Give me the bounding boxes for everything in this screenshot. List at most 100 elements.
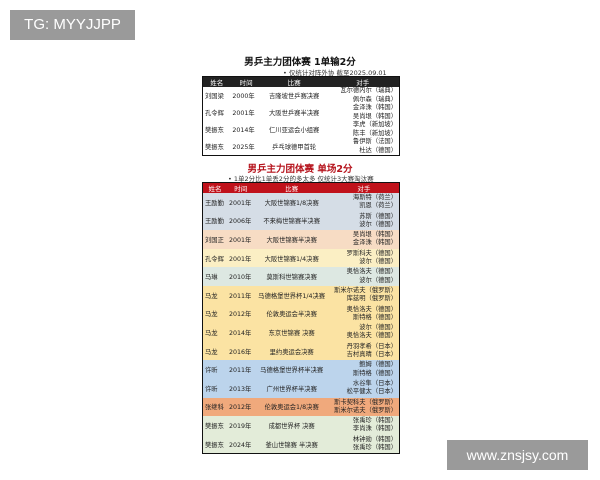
player-name: 孔令辉: [202, 248, 227, 268]
match: 不来梅世锦赛半决赛: [254, 211, 329, 231]
match: 大阪世乒赛半决赛: [261, 104, 327, 121]
opponents: 瓦尔德内尔（瑞典） 佩尔森（瑞典）: [326, 87, 400, 104]
opponent: 奥恰洛夫（德国）: [346, 332, 397, 340]
opponent: 波尔（德国）: [359, 258, 397, 266]
table2: 姓名 时间 比赛 对手 王励勤 2001年 大阪世锦赛1/8决赛 海斯特（荷兰） 凯恩（…: [202, 182, 400, 455]
match: 乒乓球德甲首轮: [261, 138, 327, 156]
table-row: 马龙 2011年 马德格堡世界杯1/4决赛 斯米尔诺夫（俄罗斯） 库兹明（俄罗斯）: [202, 285, 400, 305]
opponents: 苏斯（德国） 波尔（德国）: [328, 211, 400, 231]
opponent: 金泽洙（韩国）: [352, 239, 397, 247]
match: 大阪世锦赛1/4决赛: [254, 248, 329, 268]
year: 2001年: [230, 104, 262, 121]
opponent: 林钟勋（韩国）: [352, 435, 397, 443]
opponent: 斯米尔诺夫（俄罗斯）: [334, 406, 397, 414]
match: 东京世锦赛 决赛: [254, 323, 329, 342]
table-row: 樊振东 2025年 乒乓球德甲首轮 鲁伊斯（法国） 杜达（德国）: [202, 138, 400, 156]
player-name: 马龙: [202, 285, 227, 305]
year: 2025年: [230, 138, 262, 156]
year: 2001年: [227, 230, 255, 249]
player-name: 樊振东: [202, 121, 231, 138]
year: 2001年: [227, 248, 255, 268]
opponent: 水谷隼（日本）: [352, 379, 397, 387]
player-name: 樊振东: [202, 416, 227, 435]
opponents: 鲍姆（德国） 斯特格（德国）: [328, 360, 400, 379]
table-row: 许昕 2011年 马德格堡世界杯半决赛 鲍姆（德国） 斯特格（德国）: [202, 360, 400, 379]
opponent: 斯特格（德国）: [352, 313, 397, 321]
year: 2000年: [230, 87, 262, 104]
opponents: 海斯特（荷兰） 凯恩（荷兰）: [328, 193, 400, 212]
player-name: 孔令辉: [202, 104, 231, 121]
year: 2001年: [227, 193, 255, 212]
header-opponent: 对手: [328, 182, 400, 193]
match: 仁川亚运会小组赛: [261, 121, 327, 138]
match: 马德格堡世界杯半决赛: [254, 360, 329, 379]
header-time: 时间: [227, 182, 255, 193]
opponent: 吉村真晴（日本）: [346, 351, 397, 359]
year: 2011年: [227, 285, 255, 305]
table-row: 张继科 2012年 伦敦奥运会1/8决赛 斯卡契科夫（俄罗斯） 斯米尔诺夫（俄罗斯）: [202, 397, 400, 417]
opponent: 斯米尔诺夫（俄罗斯）: [334, 286, 397, 294]
opponents: 水谷隼（日本） 松平健太（日本）: [328, 378, 400, 398]
match: 大阪世锦赛1/8决赛: [254, 193, 329, 212]
match: 莫斯科世锦赛决赛: [254, 267, 329, 286]
table1-note: • 仅统计对阵外协 截至2025.09.01: [283, 69, 387, 77]
opponents: 斯米尔诺夫（俄罗斯） 库兹明（俄罗斯）: [328, 285, 400, 305]
opponent: 奥恰洛夫（德国）: [346, 268, 397, 276]
opponent: 张禹珍（韩国）: [352, 444, 397, 452]
opponents: 丹羽孝希（日本） 吉村真晴（日本）: [328, 341, 400, 361]
player-name: 樊振东: [202, 138, 231, 156]
opponent: 鲍姆（德国）: [359, 361, 397, 369]
table-row: 王励勤 2006年 不来梅世锦赛半决赛 苏斯（德国） 波尔（德国）: [202, 211, 400, 231]
match: 成都世界杯 决赛: [254, 416, 329, 435]
opponent: 奥恰洛夫（德国）: [346, 305, 397, 313]
table-row: 马龙 2012年 伦敦奥运会半决赛 奥恰洛夫（德国） 斯特格（德国）: [202, 304, 400, 324]
watermark-telegram: TG: MYYJJPP: [10, 10, 135, 40]
player-name: 王励勤: [202, 211, 227, 231]
match: 大阪世锦赛半决赛: [254, 230, 329, 249]
player-name: 樊振东: [202, 434, 227, 454]
year: 2024年: [227, 434, 255, 454]
header-match: 比赛: [254, 182, 329, 193]
opponents: 金泽洙（韩国） 吴尚垠（韩国）: [326, 104, 400, 121]
match: 马德格堡世界杯1/4决赛: [254, 285, 329, 305]
opponent: 陈丰（新加坡）: [352, 129, 397, 137]
table1: 姓名 时间 比赛 对手 刘国梁 2000年 吉隆坡世乒赛决赛 瓦尔德内尔（瑞典） 佩尔森…: [202, 76, 400, 156]
table1-header: 姓名 时间 比赛 对手: [202, 76, 400, 87]
header-opponent: 对手: [326, 76, 400, 87]
table-row: 樊振东 2024年 釜山世锦赛 半决赛 林钟勋（韩国） 张禹珍（韩国）: [202, 434, 400, 454]
table-row: 樊振东 2014年 仁川亚运会小组赛 李虎（新加坡） 陈丰（新加坡）: [202, 121, 400, 138]
year: 2012年: [227, 397, 255, 417]
match: 广州世界杯半决赛: [254, 378, 329, 398]
opponent: 松平健太（日本）: [346, 388, 397, 396]
match: 伦敦奥运会半决赛: [254, 304, 329, 324]
player-name: 刘国正: [202, 230, 227, 249]
opponent: 罗斯科夫（德国）: [346, 249, 397, 257]
table-row: 王励勤 2001年 大阪世锦赛1/8决赛 海斯特（荷兰） 凯恩（荷兰）: [202, 193, 400, 212]
table-row: 刘国正 2001年 大阪世锦赛半决赛 吴尚垠（韩国） 金泽洙（韩国）: [202, 230, 400, 249]
player-name: 马龙: [202, 341, 227, 361]
opponent: 斯特格（德国）: [352, 369, 397, 377]
year: 2011年: [227, 360, 255, 379]
table-row: 刘国梁 2000年 吉隆坡世乒赛决赛 瓦尔德内尔（瑞典） 佩尔森（瑞典）: [202, 87, 400, 104]
opponent: 凯恩（荷兰）: [359, 202, 397, 210]
year: 2010年: [227, 267, 255, 286]
match: 吉隆坡世乒赛决赛: [261, 87, 327, 104]
opponent: 波尔（德国）: [359, 276, 397, 284]
player-name: 张继科: [202, 397, 227, 417]
player-name: 刘国梁: [202, 87, 231, 104]
opponent: 金泽洙（韩国）: [352, 104, 397, 112]
opponent: 波尔（德国）: [359, 324, 397, 332]
player-name: 许昕: [202, 378, 227, 398]
header-name: 姓名: [202, 182, 227, 193]
table2-title: 男乒主力团体赛 单场2分: [247, 164, 353, 175]
opponents: 李虎（新加坡） 陈丰（新加坡）: [326, 121, 400, 138]
opponent: 杜达（德国）: [359, 146, 397, 154]
table-row: 许昕 2013年 广州世界杯半决赛 水谷隼（日本） 松平健太（日本）: [202, 378, 400, 398]
watermark-site: www.znsjsy.com: [447, 440, 588, 470]
match: 里约奥运会决赛: [254, 341, 329, 361]
opponent: 吴尚垠（韩国）: [352, 112, 397, 120]
table2-header: 姓名 时间 比赛 对手: [202, 182, 400, 193]
year: 2014年: [227, 323, 255, 342]
header-time: 时间: [230, 76, 262, 87]
player-name: 许昕: [202, 360, 227, 379]
